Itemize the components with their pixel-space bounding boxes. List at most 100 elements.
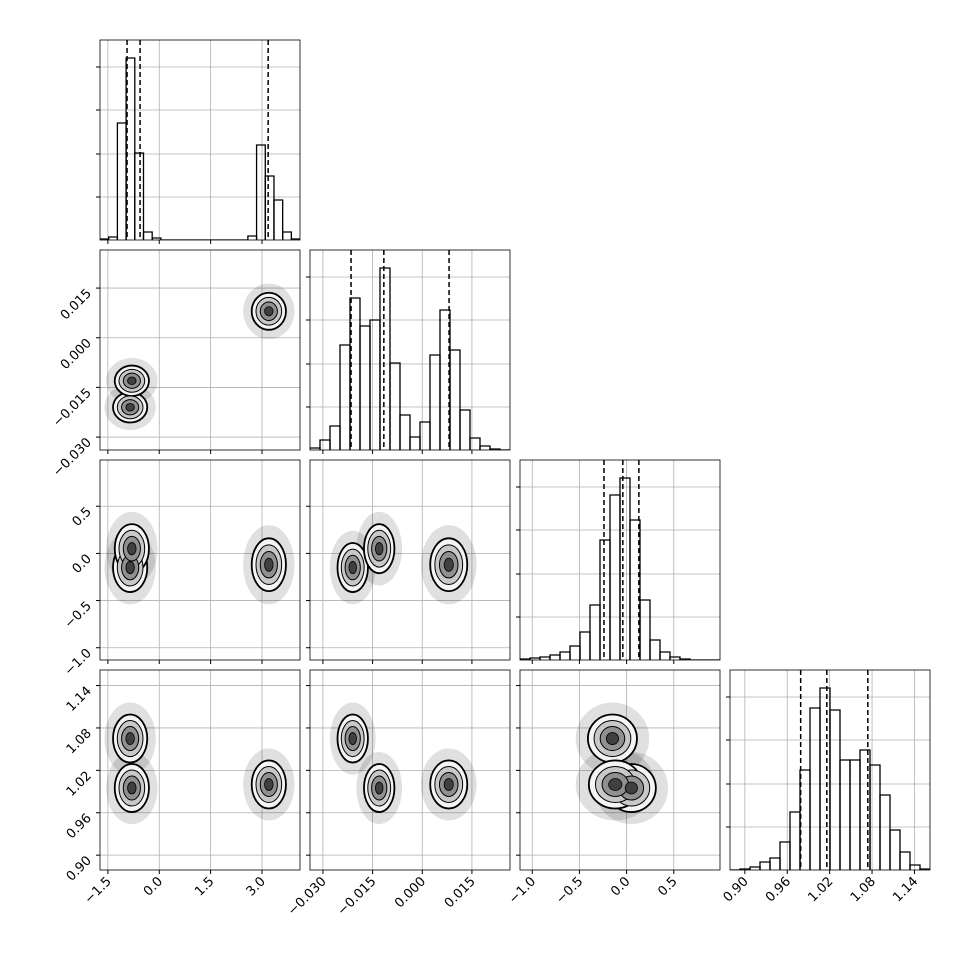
hist-step bbox=[889, 829, 901, 870]
panel bbox=[520, 670, 720, 870]
panel bbox=[730, 670, 930, 870]
x-tick-label: −0.5 bbox=[553, 874, 586, 907]
hist-step bbox=[869, 764, 881, 870]
panel-frame bbox=[519, 459, 721, 661]
panel bbox=[310, 460, 510, 660]
x-tick-label: 1.5 bbox=[192, 874, 217, 899]
hist-step bbox=[255, 144, 266, 240]
density-contour bbox=[264, 557, 274, 572]
density-contour bbox=[348, 732, 357, 745]
hist-step bbox=[849, 759, 861, 870]
density-contour bbox=[605, 732, 619, 745]
panel-frame bbox=[99, 249, 301, 451]
x-tick-label: −1.5 bbox=[82, 874, 115, 907]
hist-step bbox=[125, 57, 136, 240]
y-tick-label: −1.0 bbox=[62, 646, 95, 679]
density-contour bbox=[264, 778, 274, 791]
hist-step bbox=[539, 656, 551, 660]
panel-frame bbox=[519, 669, 721, 871]
hist-step bbox=[599, 539, 611, 660]
y-tick-label: 0.000 bbox=[58, 336, 95, 373]
density-contour bbox=[443, 778, 454, 791]
hist-step bbox=[116, 122, 127, 240]
hist-step bbox=[469, 437, 481, 450]
hist-step bbox=[899, 851, 911, 870]
density-contour bbox=[443, 557, 454, 572]
hist-step bbox=[151, 237, 162, 240]
hist-step bbox=[282, 231, 293, 240]
hist-step bbox=[579, 631, 591, 660]
panel-frame bbox=[99, 459, 301, 661]
panel-frame bbox=[99, 669, 301, 871]
hist-step bbox=[549, 654, 561, 660]
density-contour bbox=[127, 376, 137, 386]
x-tick-label: 0.5 bbox=[655, 874, 680, 899]
panel bbox=[520, 460, 720, 660]
density-contour bbox=[125, 403, 135, 412]
hist-step bbox=[799, 769, 811, 870]
hist-step bbox=[759, 861, 771, 870]
hist-step bbox=[619, 477, 631, 660]
hist-step bbox=[389, 362, 401, 450]
x-tick-label: 3.0 bbox=[244, 874, 269, 899]
hist-step bbox=[819, 687, 831, 870]
hist-step bbox=[379, 267, 391, 450]
hist-step bbox=[669, 656, 681, 660]
density-contour bbox=[125, 732, 135, 745]
x-tick-label: 1.14 bbox=[890, 874, 921, 905]
density-contour bbox=[624, 781, 638, 795]
hist-step bbox=[779, 841, 791, 870]
hist-step bbox=[649, 639, 661, 660]
panel bbox=[100, 250, 300, 450]
hist-step bbox=[809, 707, 821, 870]
density-contour bbox=[264, 306, 274, 317]
hist-step bbox=[134, 152, 145, 240]
y-tick-label: 1.02 bbox=[64, 769, 95, 800]
hist-step bbox=[569, 645, 581, 660]
hist-step bbox=[749, 866, 761, 870]
y-tick-label: 1.08 bbox=[64, 726, 95, 757]
hist-step bbox=[369, 319, 381, 450]
hist-step bbox=[359, 325, 371, 450]
x-tick-label: 0.000 bbox=[392, 874, 429, 911]
hist-step bbox=[589, 604, 601, 660]
hist-step bbox=[419, 421, 431, 450]
x-tick-label: 0.015 bbox=[442, 874, 479, 911]
hist-step bbox=[559, 651, 571, 660]
x-tick-label: 0.90 bbox=[721, 874, 752, 905]
y-tick-label: 0.90 bbox=[64, 853, 95, 884]
density-contour bbox=[608, 778, 623, 791]
hist-step bbox=[659, 651, 671, 660]
hist-step bbox=[639, 599, 651, 660]
hist-step bbox=[264, 175, 275, 240]
panel-frame bbox=[309, 249, 511, 451]
hist-step bbox=[909, 864, 921, 870]
hist-step bbox=[142, 231, 153, 240]
hist-step bbox=[399, 414, 411, 450]
panel-frame bbox=[309, 459, 511, 661]
hist-step bbox=[829, 709, 841, 870]
hist-step bbox=[609, 494, 621, 660]
density-contour bbox=[127, 542, 137, 556]
panel bbox=[100, 460, 300, 660]
panel bbox=[310, 250, 510, 450]
panel bbox=[100, 40, 300, 240]
x-tick-label: −0.030 bbox=[285, 874, 330, 919]
density-contour bbox=[374, 542, 384, 556]
panel bbox=[310, 670, 510, 870]
hist-step bbox=[769, 857, 781, 870]
panel-frame bbox=[309, 669, 511, 871]
y-tick-label: 0.015 bbox=[58, 286, 95, 323]
y-tick-label: 0.96 bbox=[64, 811, 95, 842]
hist-step bbox=[273, 199, 284, 240]
hist-step bbox=[839, 759, 851, 870]
hist-step bbox=[629, 519, 641, 660]
hist-step bbox=[290, 238, 300, 240]
x-tick-label: 1.08 bbox=[848, 874, 879, 905]
y-tick-label: −0.5 bbox=[62, 599, 95, 632]
hist-step bbox=[108, 236, 119, 240]
y-tick-label: −0.030 bbox=[50, 435, 95, 480]
x-tick-label: −1.0 bbox=[506, 874, 539, 907]
hist-step bbox=[479, 445, 491, 450]
